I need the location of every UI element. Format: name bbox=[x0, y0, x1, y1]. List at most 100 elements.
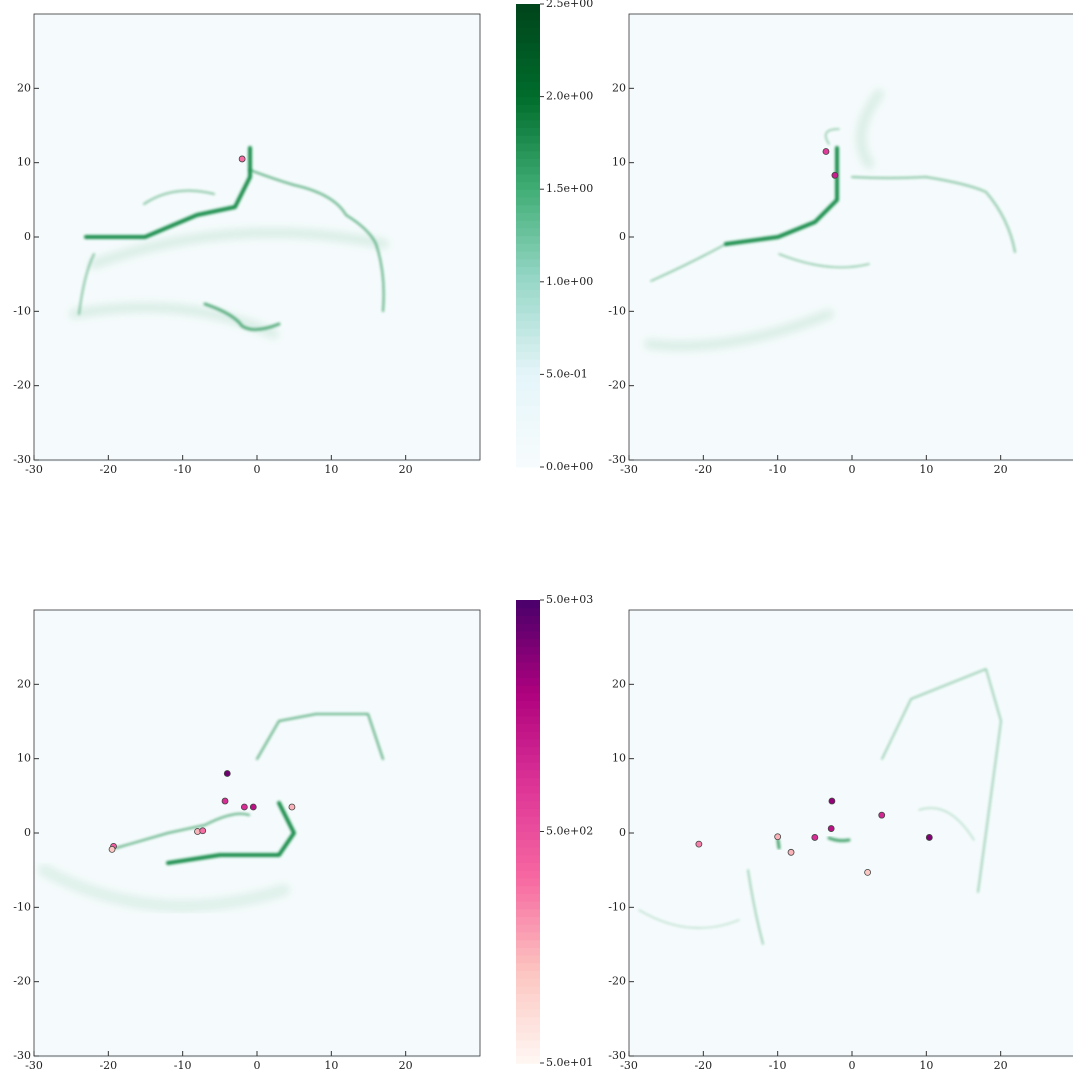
colorbar-segment bbox=[516, 73, 540, 82]
colorbar-segment bbox=[516, 715, 540, 725]
colorbar-segment bbox=[516, 19, 540, 28]
y-tick-label: -20 bbox=[13, 379, 31, 392]
x-tick-label: 0 bbox=[849, 1059, 856, 1072]
x-tick-label: -10 bbox=[769, 1059, 787, 1072]
colorbar-segment bbox=[516, 785, 540, 794]
colorbar-segment bbox=[516, 684, 540, 694]
colorbar-segment bbox=[516, 212, 540, 221]
colorbar-segment bbox=[516, 266, 540, 275]
colorbar-segment bbox=[516, 127, 540, 136]
colorbar-segment bbox=[516, 731, 540, 740]
axes-layer: -30 -20 -10 0 10 20 -30 -20 -10 0 10 20 -30 -20 -10 0 10… bbox=[13, 0, 1073, 1072]
colorbar-segment bbox=[516, 150, 540, 159]
colorbar-segment bbox=[516, 615, 540, 624]
colorbar-segment bbox=[516, 839, 540, 848]
colorbar-segment bbox=[516, 746, 540, 755]
star-particle bbox=[199, 827, 207, 835]
x-tick-label: 10 bbox=[324, 463, 338, 476]
colorbar-tick-label: 5.0e+02 bbox=[546, 825, 593, 838]
colorbar-segment bbox=[516, 351, 540, 360]
colorbar-segment bbox=[516, 281, 540, 291]
colorbar-segment bbox=[516, 1016, 540, 1026]
x-tick-label: 20 bbox=[994, 463, 1008, 476]
colorbar-segment bbox=[516, 700, 540, 709]
y-tick-label: 0 bbox=[24, 826, 31, 839]
x-tick-label: 0 bbox=[849, 463, 856, 476]
colorbar-segment bbox=[516, 166, 540, 175]
colorbar-segment bbox=[516, 397, 540, 406]
colorbar-segment bbox=[516, 823, 540, 833]
colorbar-segment bbox=[516, 389, 540, 399]
y-tick-label: 20 bbox=[612, 81, 626, 94]
colorbar-segment bbox=[516, 243, 540, 252]
heatmap bbox=[34, 14, 480, 462]
star-particle bbox=[108, 845, 116, 853]
colorbar-segment bbox=[516, 916, 540, 925]
x-tick-label: -20 bbox=[694, 1059, 712, 1072]
colorbar-segment bbox=[516, 358, 540, 368]
heatmap bbox=[34, 610, 480, 1058]
colorbar-segment bbox=[516, 11, 540, 21]
x-tick-label: 20 bbox=[399, 1059, 413, 1072]
colorbar-segment bbox=[516, 970, 540, 979]
colorbar-segment bbox=[516, 1024, 540, 1033]
x-tick-label: 20 bbox=[399, 463, 413, 476]
x-tick-label: -10 bbox=[769, 463, 787, 476]
colorbar-segment bbox=[516, 112, 540, 121]
heatmap bbox=[629, 610, 1073, 1058]
colorbar-segment bbox=[516, 1039, 540, 1049]
colorbar-segment bbox=[516, 654, 540, 663]
colorbar-segment bbox=[516, 189, 540, 198]
y-tick-label: -30 bbox=[13, 453, 31, 466]
star-particle bbox=[811, 834, 819, 841]
colorbar-segment bbox=[516, 931, 540, 941]
colorbar-segment bbox=[516, 382, 540, 391]
y-tick-label: 20 bbox=[612, 677, 626, 690]
colorbar-segment bbox=[516, 630, 540, 640]
colorbar-segment bbox=[516, 412, 540, 422]
colorbar-segment bbox=[516, 104, 540, 113]
star-particle bbox=[221, 797, 229, 805]
colorbar-segment bbox=[516, 304, 540, 314]
colorbar-segment bbox=[516, 366, 540, 375]
x-tick-label: -10 bbox=[174, 463, 192, 476]
colorbar-segment bbox=[516, 4, 540, 13]
x-tick-label: 0 bbox=[254, 463, 261, 476]
colorbar-segment bbox=[516, 204, 540, 213]
star-particle bbox=[288, 803, 296, 811]
colorbar-segment bbox=[516, 320, 540, 329]
x-tick-label: 10 bbox=[919, 463, 933, 476]
colorbar-segment bbox=[516, 908, 540, 917]
colorbar-segment bbox=[516, 924, 540, 933]
colorbar-segment bbox=[516, 762, 540, 771]
colorbar-segment bbox=[516, 274, 540, 283]
colorbar-segment bbox=[516, 181, 540, 190]
colorbar-segment bbox=[516, 962, 540, 971]
colorbar-segment bbox=[516, 677, 540, 686]
colorbar-segment bbox=[516, 451, 540, 460]
colorbar-segment bbox=[516, 754, 540, 763]
colorbar-segment bbox=[516, 34, 540, 44]
colorbar-segment bbox=[516, 1008, 540, 1018]
colorbar-segment bbox=[516, 769, 540, 779]
colorbar-segment bbox=[516, 258, 540, 267]
colorbar-segment bbox=[516, 220, 540, 229]
x-tick-label: -20 bbox=[99, 463, 117, 476]
y-tick-label: -30 bbox=[608, 453, 626, 466]
colorbar-segment bbox=[516, 297, 540, 306]
colorbar-segment bbox=[516, 738, 540, 748]
x-tick-label: 10 bbox=[324, 1059, 338, 1072]
colorbar-segment bbox=[516, 88, 540, 98]
colorbar-segment bbox=[516, 978, 540, 987]
colorbar-segment bbox=[516, 661, 540, 671]
x-tick-label: 0 bbox=[254, 1059, 261, 1072]
colorbar-segment bbox=[516, 800, 540, 809]
colorbar-segment bbox=[516, 692, 540, 701]
colorbar-segment bbox=[516, 816, 540, 825]
star-particle bbox=[831, 171, 839, 179]
colorbar-segment bbox=[516, 893, 540, 902]
colorbar-segment bbox=[516, 939, 540, 948]
colorbar-segment bbox=[516, 235, 540, 244]
y-tick-label: 20 bbox=[17, 81, 31, 94]
